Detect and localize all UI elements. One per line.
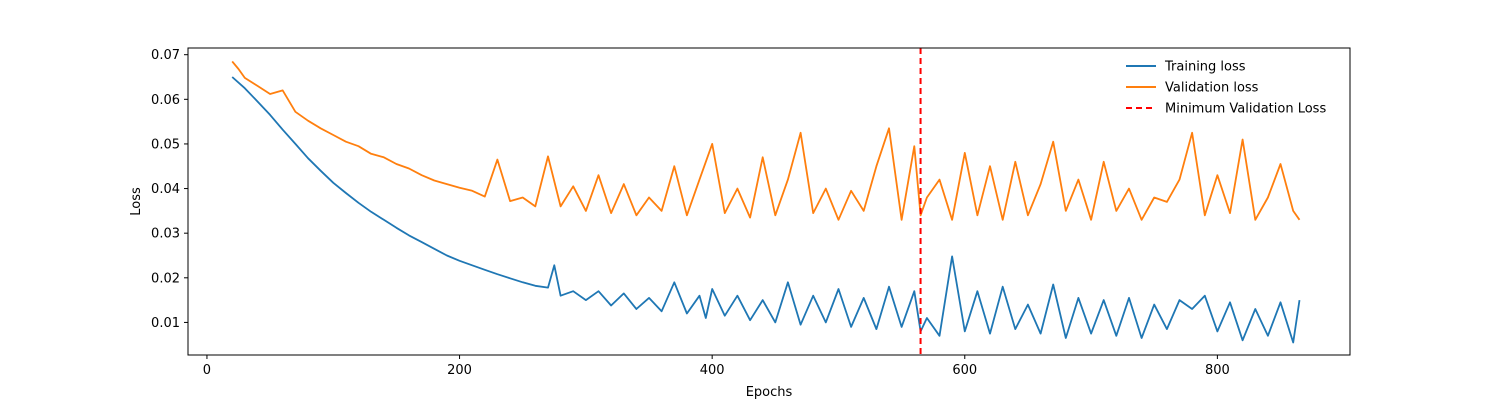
training-loss-line <box>231 76 1301 344</box>
y-tick-label: 0.05 <box>151 137 180 152</box>
legend-training-loss-label: Training loss <box>1164 60 1246 75</box>
x-tick-label: 200 <box>447 363 472 378</box>
y-axis-label: Loss <box>129 187 144 216</box>
validation-loss-line <box>231 60 1301 221</box>
legend-validation-loss-label: Validation loss <box>1165 81 1259 96</box>
series-layer <box>231 48 1301 355</box>
x-tick-label: 800 <box>1205 363 1230 378</box>
x-axis-label: Epochs <box>746 385 793 400</box>
x-tick-label: 400 <box>700 363 725 378</box>
y-tick-label: 0.01 <box>151 316 180 331</box>
y-axis-ticks: 0.01 0.02 0.03 0.04 0.05 0.06 0.07 <box>151 48 188 331</box>
y-tick-label: 0.07 <box>151 48 180 63</box>
y-tick-label: 0.04 <box>151 182 180 197</box>
plot-frame <box>187 47 1351 356</box>
y-tick-label: 0.06 <box>151 93 180 108</box>
y-tick-label: 0.02 <box>151 271 180 286</box>
y-tick-label: 0.03 <box>151 227 180 242</box>
legend: Training loss Validation loss Minimum Vali… <box>1126 60 1326 117</box>
x-axis-ticks: 0 200 400 600 800 <box>203 355 1230 378</box>
x-tick-label: 0 <box>203 363 211 378</box>
legend-min-validation-loss-label: Minimum Validation Loss <box>1165 102 1326 117</box>
x-tick-label: 600 <box>952 363 977 378</box>
